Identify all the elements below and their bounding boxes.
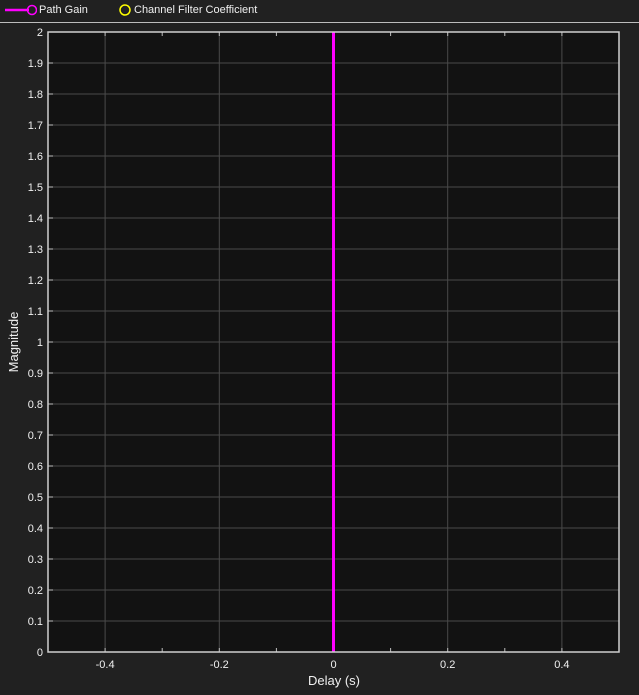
y-tick-label: 0.1 [28, 616, 43, 628]
y-tick-label: 1.8 [28, 89, 43, 101]
y-tick-label: 1.9 [28, 58, 43, 70]
y-tick-label: 0.7 [28, 430, 43, 442]
y-tick-label: 0.3 [28, 554, 43, 566]
y-tick-label: 0.9 [28, 368, 43, 380]
y-tick-label: 0.2 [28, 585, 43, 597]
legend: Path Gain Channel Filter Coefficient [0, 0, 639, 23]
axes-frame [47, 31, 620, 653]
y-tick-label: 1.3 [28, 244, 43, 256]
y-tick-label: 1 [37, 337, 43, 349]
x-tick-label: 0.2 [440, 659, 455, 671]
y-tick-label: 1.1 [28, 306, 43, 318]
x-axis-label: Delay (s) [308, 673, 360, 688]
y-tick-label: 1.2 [28, 275, 43, 287]
stem-circle-icon [5, 4, 37, 16]
y-tick-label: 1.6 [28, 151, 43, 163]
y-tick-label: 0.4 [28, 523, 43, 535]
legend-item-channel-filter-coefficient[interactable]: Channel Filter Coefficient [118, 3, 257, 17]
x-tick-label: -0.2 [210, 659, 229, 671]
y-tick-label: 1.7 [28, 120, 43, 132]
y-tick-label: 0.8 [28, 399, 43, 411]
circle-icon [119, 4, 131, 16]
y-tick-label: 0 [37, 647, 43, 659]
x-tick-label: -0.4 [96, 659, 115, 671]
legend-label: Path Gain [39, 4, 88, 16]
y-tick-label: 1.4 [28, 213, 43, 225]
y-tick-label: 1.5 [28, 182, 43, 194]
y-tick-label: 0.5 [28, 492, 43, 504]
y-axis-label: Magnitude [6, 312, 21, 373]
y-tick-label: 0.6 [28, 461, 43, 473]
x-tick-label: 0 [330, 659, 336, 671]
legend-label: Channel Filter Coefficient [134, 4, 258, 16]
legend-item-path-gain[interactable]: Path Gain [5, 3, 88, 17]
x-tick-label: 0.4 [554, 659, 569, 671]
y-tick-label: 2 [37, 27, 43, 39]
